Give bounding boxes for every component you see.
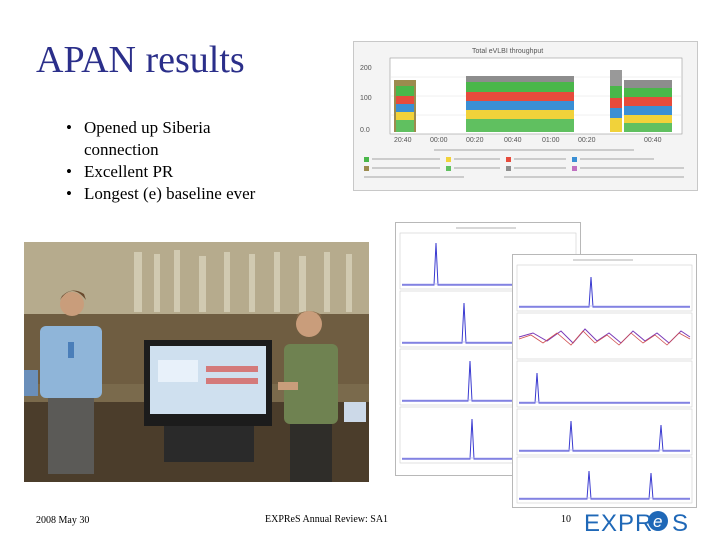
svg-text:00:00: 00:00 [430, 137, 448, 144]
spectra-plot-front-svg [513, 255, 696, 507]
throughput-graph-svg: Total eVLBI throughput [354, 42, 697, 190]
svg-text:Total eVLBI throughput: Total eVLBI throughput [472, 48, 543, 55]
bullet-item: Longest (e) baseline ever [62, 183, 255, 205]
svg-text:00:20: 00:20 [466, 137, 484, 144]
logo-e-circle [648, 511, 668, 531]
logo-text-left: EXPR [584, 510, 653, 536]
bullet-text: Opened up Siberia connection [84, 118, 211, 159]
footer-page-number: 10 [561, 514, 571, 525]
svg-text:00:40: 00:40 [504, 137, 522, 144]
conference-photo [24, 242, 369, 482]
throughput-graph-image: Total eVLBI throughput [353, 41, 698, 191]
logo-text-right: S [672, 510, 689, 536]
spectra-plot-image-front [512, 254, 697, 508]
logo-text-e: e [653, 512, 662, 531]
svg-text:100: 100 [360, 95, 372, 102]
svg-text:00:20: 00:20 [578, 137, 596, 144]
expres-logo: EXPR e S [584, 510, 689, 536]
bullet-item: Opened up Siberia connection [62, 117, 255, 161]
svg-text:01:00: 01:00 [542, 137, 560, 144]
bullet-text: Excellent PR [84, 162, 174, 181]
bullet-text: Longest (e) baseline ever [84, 184, 256, 203]
svg-text:0.0: 0.0 [360, 127, 370, 134]
svg-text:00:40: 00:40 [644, 137, 662, 144]
conference-photo-svg [24, 242, 369, 482]
svg-text:200: 200 [360, 65, 372, 72]
svg-text:20:40: 20:40 [394, 137, 412, 144]
footer-center-text: EXPReS Annual Review: SA1 [265, 514, 389, 525]
slide-title: APAN results [36, 39, 245, 81]
bullet-list: Opened up Siberia connection Excellent P… [62, 117, 255, 205]
footer-date: 2008 May 30 [36, 515, 90, 526]
bullet-item: Excellent PR [62, 161, 255, 183]
